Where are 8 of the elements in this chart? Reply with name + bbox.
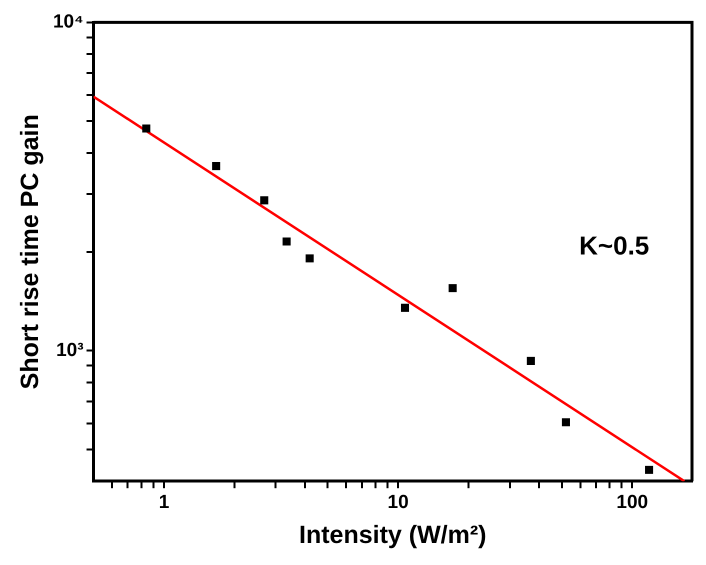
- x-axis-title: Intensity (W/m²): [299, 520, 487, 549]
- annotation: K~0.5: [579, 230, 650, 260]
- y-axis-title: Short rise time PC gain: [16, 114, 44, 390]
- x-tick-label: 100: [616, 492, 648, 513]
- y-tick-label: 10⁴: [52, 12, 84, 33]
- x-tick-label: 10: [388, 492, 409, 513]
- x-tick-label: 1: [158, 492, 170, 513]
- y-tick-label: 10³: [56, 340, 84, 361]
